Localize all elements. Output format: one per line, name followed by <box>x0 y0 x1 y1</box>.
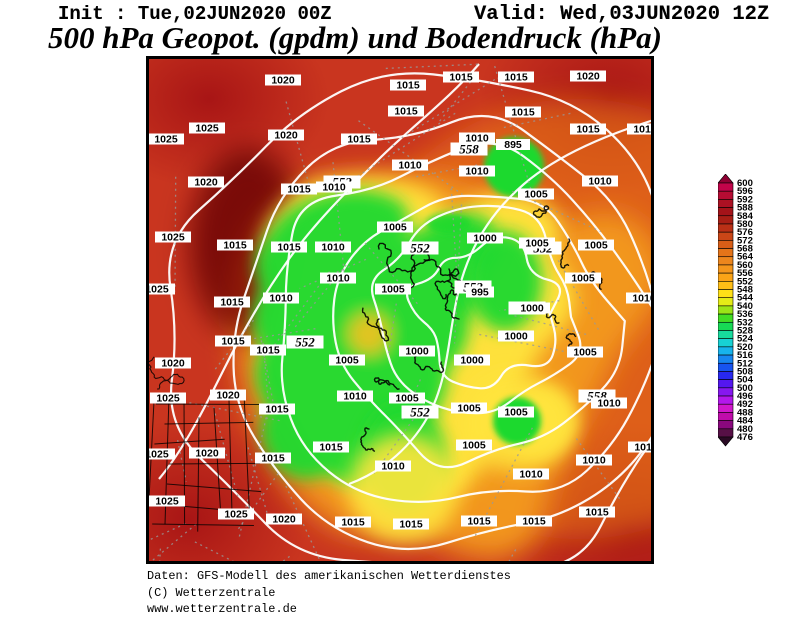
svg-text:1005: 1005 <box>395 393 419 405</box>
svg-text:1015: 1015 <box>511 107 535 119</box>
svg-text:1005: 1005 <box>571 273 595 285</box>
svg-text:895: 895 <box>504 139 522 151</box>
svg-text:1000: 1000 <box>504 331 528 343</box>
svg-text:1015: 1015 <box>347 134 371 146</box>
svg-text:1010: 1010 <box>519 469 543 481</box>
svg-text:1015: 1015 <box>467 516 491 528</box>
svg-text:1015: 1015 <box>221 336 245 348</box>
svg-text:1005: 1005 <box>584 240 608 252</box>
svg-text:1015: 1015 <box>223 240 247 252</box>
svg-text:552: 552 <box>410 241 430 256</box>
svg-text:1010: 1010 <box>343 391 367 403</box>
svg-text:1005: 1005 <box>524 189 548 201</box>
svg-text:1020: 1020 <box>576 71 600 83</box>
svg-text:1020: 1020 <box>272 514 296 526</box>
svg-text:1025: 1025 <box>155 496 179 508</box>
svg-text:1015: 1015 <box>576 124 600 136</box>
svg-text:1015: 1015 <box>261 453 285 465</box>
svg-text:1010: 1010 <box>465 166 489 178</box>
svg-text:1005: 1005 <box>462 440 486 452</box>
svg-text:1010: 1010 <box>398 160 422 172</box>
svg-text:1000: 1000 <box>460 355 484 367</box>
svg-text:1015: 1015 <box>634 442 654 454</box>
svg-text:1000: 1000 <box>520 303 544 315</box>
svg-text:1005: 1005 <box>573 347 597 359</box>
svg-text:1010: 1010 <box>381 461 405 473</box>
svg-text:1010: 1010 <box>465 133 489 145</box>
svg-text:1005: 1005 <box>335 355 359 367</box>
svg-text:1020: 1020 <box>274 130 298 142</box>
svg-text:1005: 1005 <box>525 238 549 250</box>
svg-text:1015: 1015 <box>522 516 546 528</box>
svg-text:1020: 1020 <box>161 358 185 370</box>
svg-text:1020: 1020 <box>271 75 295 87</box>
svg-text:1010: 1010 <box>582 455 606 467</box>
svg-text:1005: 1005 <box>381 284 405 296</box>
svg-text:552: 552 <box>295 335 315 350</box>
svg-text:1025: 1025 <box>224 509 248 521</box>
svg-text:1015: 1015 <box>394 106 418 118</box>
svg-text:1015: 1015 <box>341 517 365 529</box>
svg-text:1015: 1015 <box>265 404 289 416</box>
svg-text:1015: 1015 <box>504 72 528 84</box>
svg-text:476: 476 <box>737 432 753 443</box>
svg-text:1010: 1010 <box>326 273 350 285</box>
svg-text:1010: 1010 <box>588 176 612 188</box>
svg-text:1005: 1005 <box>457 403 481 415</box>
svg-text:1015: 1015 <box>319 442 343 454</box>
svg-text:995: 995 <box>471 287 489 299</box>
svg-text:1015: 1015 <box>277 242 301 254</box>
svg-text:1025: 1025 <box>154 134 178 146</box>
svg-text:1010: 1010 <box>322 182 346 194</box>
svg-text:1000: 1000 <box>473 233 497 245</box>
svg-text:1010: 1010 <box>632 293 654 305</box>
svg-text:1015: 1015 <box>449 72 473 84</box>
svg-text:1015: 1015 <box>396 80 420 92</box>
svg-text:1020: 1020 <box>216 390 240 402</box>
svg-text:1000: 1000 <box>405 346 429 358</box>
svg-text:1020: 1020 <box>195 448 219 460</box>
svg-text:1025: 1025 <box>161 232 185 244</box>
svg-text:1015: 1015 <box>585 507 609 519</box>
svg-text:1010: 1010 <box>321 242 345 254</box>
svg-text:1025: 1025 <box>195 123 219 135</box>
svg-text:552: 552 <box>410 405 430 420</box>
svg-text:1010: 1010 <box>597 398 621 410</box>
svg-text:1015: 1015 <box>256 345 280 357</box>
svg-text:1015: 1015 <box>287 184 311 196</box>
svg-text:1015: 1015 <box>399 519 423 531</box>
svg-text:1025: 1025 <box>149 449 169 461</box>
svg-text:1010: 1010 <box>269 293 293 305</box>
svg-text:1015: 1015 <box>633 124 654 136</box>
svg-text:1015: 1015 <box>220 297 244 309</box>
svg-text:1025: 1025 <box>156 393 180 405</box>
svg-text:1025: 1025 <box>149 284 169 296</box>
svg-text:1005: 1005 <box>504 407 528 419</box>
svg-text:1005: 1005 <box>383 222 407 234</box>
svg-text:1020: 1020 <box>194 177 218 189</box>
